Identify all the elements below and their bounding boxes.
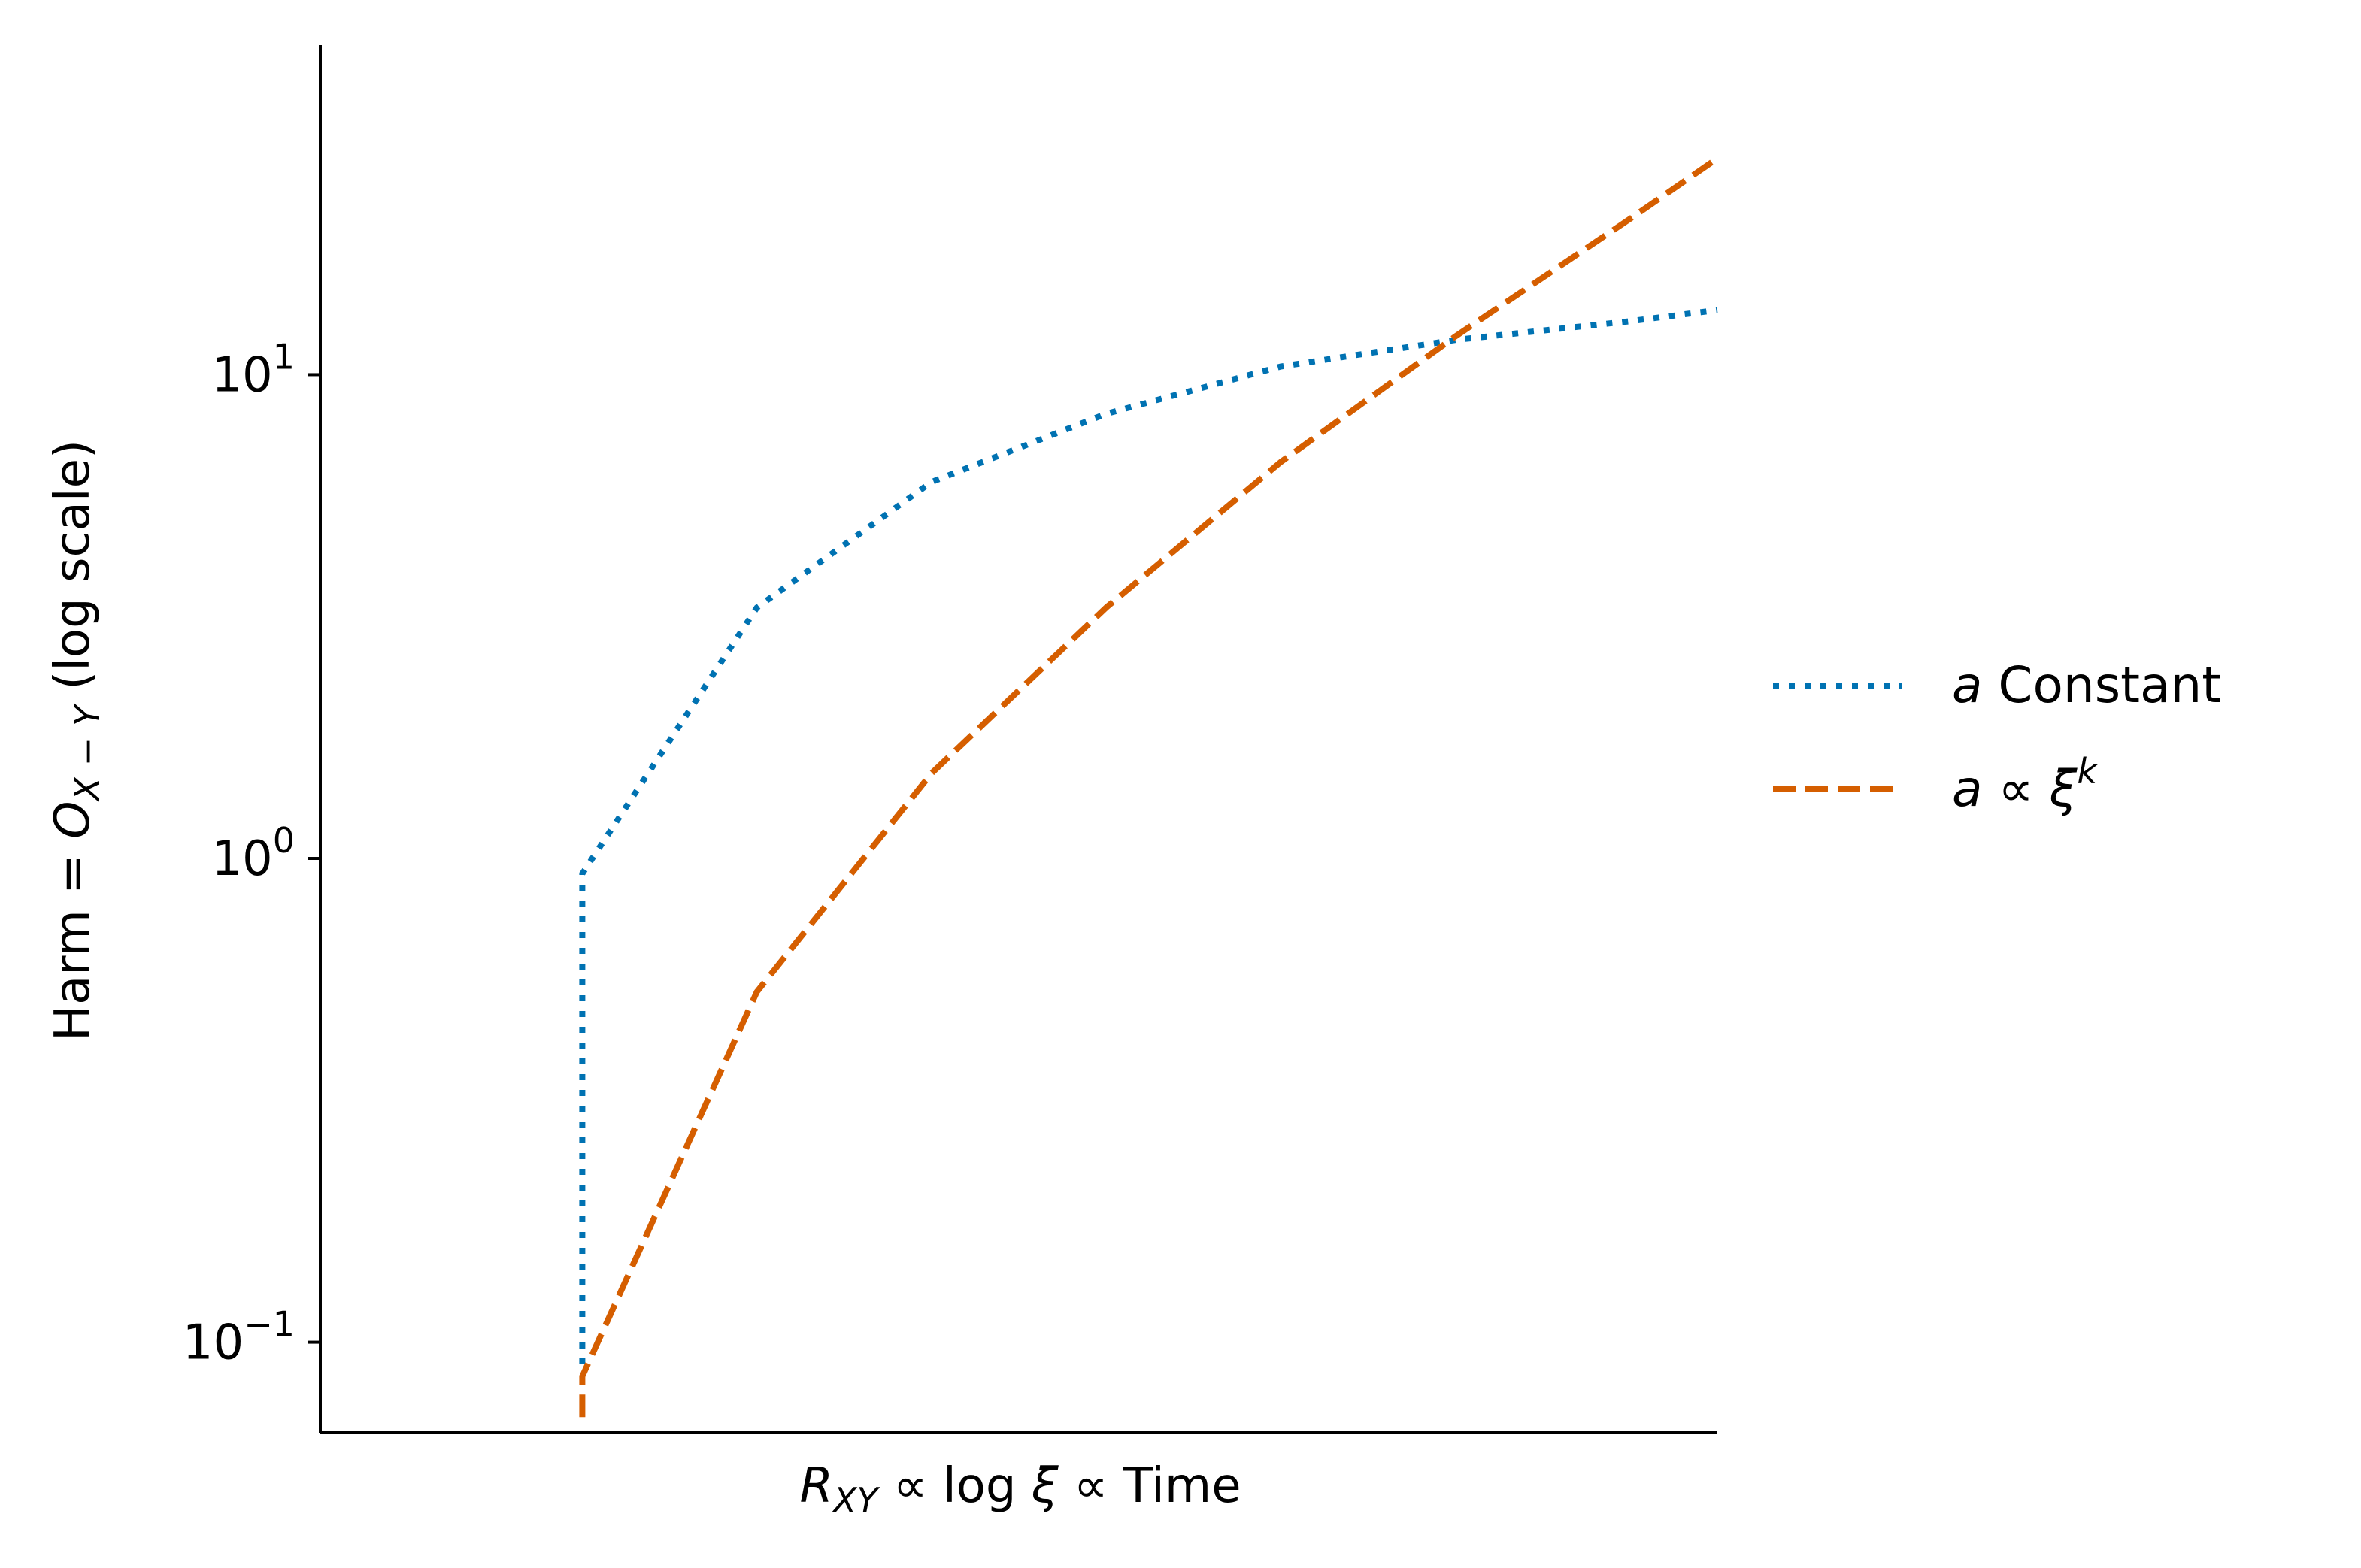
y-ticks: 10−1 100 101 [183, 336, 320, 1371]
y-tick-label: 10−1 [183, 1304, 295, 1371]
legend-label-a-prop-xi-k: a ∝ ξk [1952, 751, 2099, 818]
legend-label-a-constant: a Constant [1952, 656, 2221, 714]
series-layer [579, 156, 1720, 1418]
series-line-a-prop-xi-k [579, 156, 1720, 1418]
x-axis-label: RXY ∝ log ξ ∝ Time [799, 1458, 1241, 1521]
legend-entry-a-prop-xi-k: a ∝ ξk [1773, 751, 2099, 818]
y-tick-label: 100 [211, 820, 295, 887]
legend: a Constant a ∝ ξk [1773, 656, 2221, 818]
series-line-a-constant [579, 307, 1718, 1364]
y-tick-label: 101 [211, 336, 295, 403]
legend-entry-a-constant: a Constant [1773, 656, 2221, 714]
y-axis-label: Harm = OX − Y (log scale) [45, 440, 108, 1041]
